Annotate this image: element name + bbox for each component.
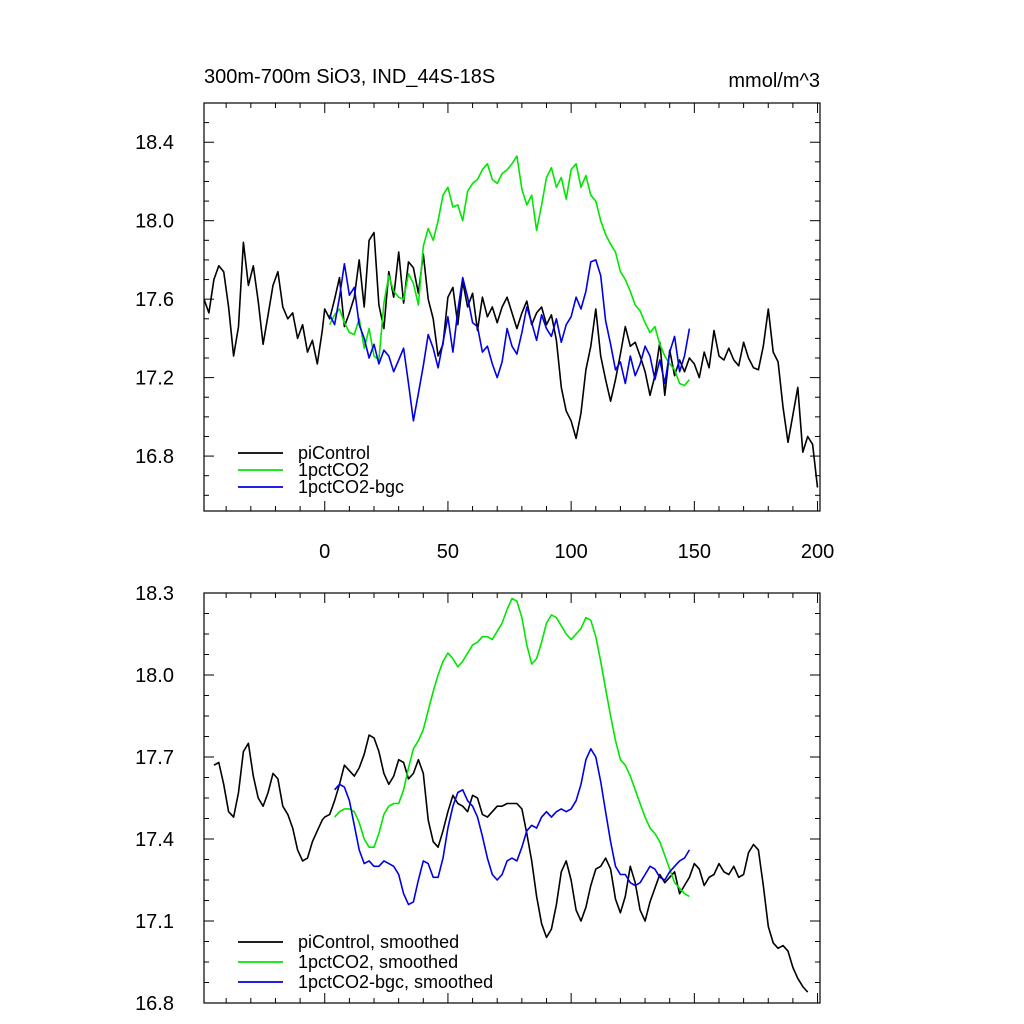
top-legend-label: 1pctCO2-bgc (298, 477, 404, 497)
bottom-series-line-1pctco2-smoothed (334, 597, 690, 898)
bottom-legend-label: 1pctCO2, smoothed (298, 952, 458, 972)
bottom-panel: 16.8 17.1 17.4 17.7 18.0 18.3 piControl, smoot… (135, 583, 821, 1015)
top-x-tick-label: 150 (678, 541, 711, 563)
top-y-tick-label: 18.0 (135, 211, 174, 233)
bottom-y-tick-label: 16.8 (135, 993, 174, 1015)
top-series-line-1pctco2 (328, 155, 691, 387)
top-x-tick-label: 0 (319, 541, 330, 563)
top-y-tick-label: 17.2 (135, 368, 174, 390)
bottom-y-tick-label: 17.7 (135, 747, 174, 769)
bottom-legend-label: piControl, smoothed (298, 932, 459, 952)
bottom-y-tick-label: 18.0 (135, 665, 174, 687)
top-y-tick-label: 16.8 (135, 446, 174, 468)
top-legend-label: piControl (298, 443, 370, 463)
bottom-series-line-1pctco2-bgc-smoothed (334, 747, 691, 906)
bottom-y-tick-label: 17.1 (135, 911, 174, 933)
figure-units-label: mmol/m^3 (728, 70, 820, 92)
figure-title-left: 300m-700m SiO3, IND_44S-18S (204, 66, 495, 88)
top-x-tick-label: 200 (801, 541, 834, 563)
top-panel: 16.8 17.2 17.6 18.0 18.4 0 50 100 150 200 piContro… (135, 102, 834, 563)
top-series-line-1pctco2-bgc (328, 259, 691, 422)
top-plot-frame (203, 102, 821, 512)
top-x-tick-label: 50 (437, 541, 459, 563)
top-series-line-picontrol (204, 231, 819, 488)
bottom-plot-frame (203, 592, 821, 1004)
top-y-tick-label: 17.6 (135, 289, 174, 311)
bottom-y-tick-label: 17.4 (135, 829, 174, 851)
top-y-tick-label: 18.4 (135, 132, 174, 154)
bottom-legend-label: 1pctCO2-bgc, smoothed (298, 972, 493, 992)
top-x-tick-label: 100 (554, 541, 587, 563)
bottom-y-tick-label: 18.3 (135, 583, 174, 605)
bottom-series-line-picontrol-smoothed (213, 734, 809, 993)
top-legend-label: 1pctCO2 (298, 460, 369, 480)
